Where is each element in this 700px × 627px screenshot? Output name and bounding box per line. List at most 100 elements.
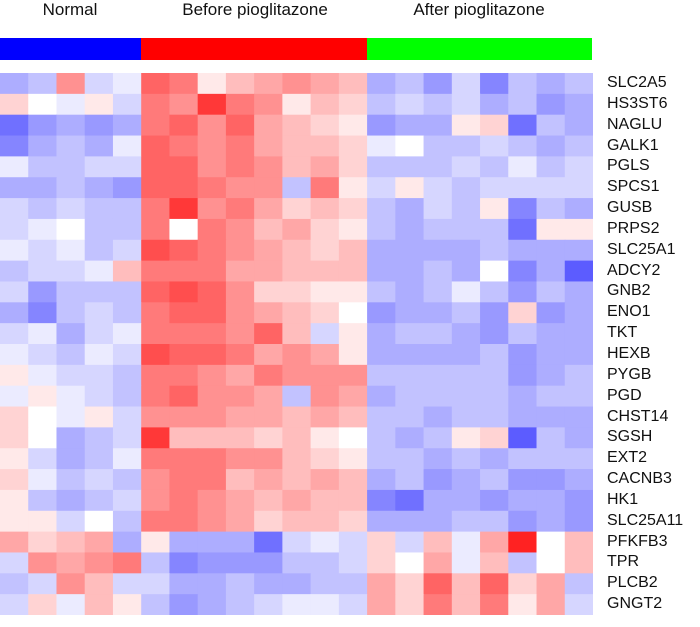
heatmap-cell xyxy=(141,385,171,408)
heatmap-cell xyxy=(112,510,142,533)
heatmap-cell xyxy=(112,573,142,595)
heatmap-cell xyxy=(197,177,227,199)
heatmap-cell xyxy=(480,198,509,220)
heatmap-cell xyxy=(169,552,199,574)
heatmap-cell xyxy=(84,135,114,157)
heatmap-cell xyxy=(141,323,171,345)
heatmap-cell xyxy=(564,531,593,554)
heatmap-cell xyxy=(112,323,142,345)
heatmap-cell xyxy=(508,177,538,199)
heatmap-cell xyxy=(310,344,340,366)
heatmap-cell xyxy=(536,531,566,554)
heatmap-cell xyxy=(169,156,199,178)
heatmap-cell xyxy=(254,218,283,241)
heatmap-cell xyxy=(84,448,114,470)
heatmap-cell xyxy=(28,198,58,220)
heatmap-cell xyxy=(225,135,255,157)
row-label: HS3ST6 xyxy=(607,94,668,112)
heatmap-cell xyxy=(451,531,481,554)
heatmap-cell xyxy=(225,531,255,554)
heatmap-cell xyxy=(282,198,312,220)
heatmap-cell xyxy=(536,239,566,262)
heatmap-cell xyxy=(423,594,453,615)
heatmap-cell xyxy=(56,218,86,241)
heatmap-cell xyxy=(338,198,368,220)
heatmap-cell xyxy=(254,469,283,491)
heatmap-cell xyxy=(84,427,114,449)
heatmap-cell xyxy=(254,510,283,533)
heatmap-cell xyxy=(451,323,481,345)
heatmap-cell xyxy=(0,406,29,428)
heatmap-cell xyxy=(112,281,142,303)
heatmap-cell xyxy=(141,573,171,595)
heatmap-cell xyxy=(56,510,86,533)
heatmap-cell xyxy=(84,218,114,241)
heatmap-cell xyxy=(367,469,396,491)
heatmap-cell xyxy=(480,364,509,387)
heatmap-cell xyxy=(508,385,538,408)
heatmap-cell xyxy=(536,156,566,178)
heatmap-cell xyxy=(112,114,142,137)
heatmap-cell xyxy=(28,156,58,178)
heatmap-cell xyxy=(451,73,481,95)
heatmap-cell xyxy=(84,114,114,137)
heatmap-cell xyxy=(451,114,481,137)
row-label: SPCS1 xyxy=(607,178,660,196)
heatmap-cell xyxy=(508,469,538,491)
heatmap-cell xyxy=(282,302,312,324)
heatmap-cell xyxy=(169,135,199,157)
heatmap-cell xyxy=(282,177,312,199)
heatmap-cell xyxy=(112,156,142,178)
heatmap-cell xyxy=(112,469,142,491)
heatmap-cell xyxy=(141,489,171,512)
heatmap-cell xyxy=(508,73,538,95)
heatmap-cell xyxy=(480,135,509,157)
heatmap-cell xyxy=(451,260,481,283)
heatmap-cell xyxy=(0,73,29,95)
heatmap-cell xyxy=(423,114,453,137)
heatmap-cell xyxy=(84,281,114,303)
heatmap-cell xyxy=(310,364,340,387)
heatmap-cell xyxy=(56,364,86,387)
heatmap-cell xyxy=(451,239,481,262)
heatmap-cell xyxy=(508,323,538,345)
heatmap-cell xyxy=(367,73,396,95)
heatmap-cell xyxy=(56,114,86,137)
heatmap-cell xyxy=(112,93,142,116)
heatmap-cell xyxy=(84,573,114,595)
heatmap-cell xyxy=(254,114,283,137)
heatmap-cell xyxy=(508,510,538,533)
heatmap-cell xyxy=(197,302,227,324)
heatmap-cell xyxy=(282,427,312,449)
heatmap-cell xyxy=(282,531,312,554)
heatmap-cell xyxy=(395,177,425,199)
heatmap-cell xyxy=(423,239,453,262)
heatmap-cell xyxy=(56,406,86,428)
heatmap-cell xyxy=(536,135,566,157)
heatmap-cell xyxy=(338,510,368,533)
heatmap-cell xyxy=(141,344,171,366)
heatmap-cell xyxy=(0,177,29,199)
heatmap-cell xyxy=(338,406,368,428)
heatmap-cell xyxy=(197,73,227,95)
heatmap-cell xyxy=(84,73,114,95)
heatmap-cell xyxy=(28,573,58,595)
heatmap-cell xyxy=(56,573,86,595)
heatmap-cell xyxy=(480,344,509,366)
heatmap-cell xyxy=(141,260,171,283)
row-label: SLC2A5 xyxy=(607,74,667,91)
heatmap-cell xyxy=(254,302,283,324)
heatmap-cell xyxy=(28,260,58,283)
heatmap-cell xyxy=(56,177,86,199)
heatmap-cell xyxy=(141,364,171,387)
heatmap-cell xyxy=(0,135,29,157)
heatmap-cell xyxy=(536,552,566,574)
heatmap-cell xyxy=(451,364,481,387)
heatmap-cell xyxy=(254,427,283,449)
row-label: SLC25A11 xyxy=(607,511,684,529)
heatmap-cell xyxy=(536,218,566,241)
heatmap-cell xyxy=(56,427,86,449)
heatmap-cell xyxy=(480,489,509,512)
heatmap-cell xyxy=(28,239,58,262)
heatmap-cell xyxy=(169,489,199,512)
